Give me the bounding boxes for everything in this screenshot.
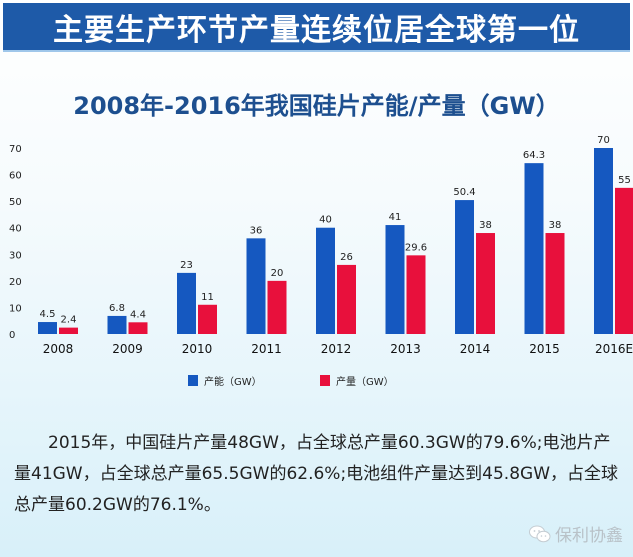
- wechat-icon: [529, 525, 551, 542]
- bar-output-2012: [337, 264, 356, 334]
- data-label: 64.3: [523, 150, 545, 161]
- bar-capacity-2014: [455, 200, 474, 334]
- data-label: 55: [618, 175, 631, 186]
- x-tick-label: 2010: [182, 342, 213, 356]
- x-tick-label: 2009: [112, 342, 143, 356]
- x-tick-label: 2008: [43, 342, 74, 356]
- data-label: 70: [597, 135, 610, 146]
- x-axis: 2008 2009 2010 2011 2012 2013 2014 2015 2016E: [43, 342, 633, 356]
- x-tick-label: 2013: [390, 342, 421, 356]
- data-label: 50.4: [453, 187, 475, 198]
- legend-item-output: 产量（GW）: [320, 373, 394, 388]
- bar-capacity-2012: [316, 227, 335, 334]
- x-tick-label: 2014: [460, 342, 491, 356]
- bar-output-2016E: [615, 187, 633, 334]
- legend-swatch-capacity: [188, 375, 198, 386]
- data-label: 26: [340, 252, 353, 263]
- watermark: 保利协鑫: [529, 521, 623, 546]
- bar-capacity-2013: [385, 225, 405, 334]
- y-tick-label: 20: [9, 277, 22, 288]
- bar-output-2015: [545, 233, 565, 334]
- y-axis: 0 10 20 30 40 50 60 70: [9, 144, 22, 341]
- data-label: 23: [180, 260, 193, 271]
- bar-output-2008: [59, 327, 78, 334]
- y-tick-label: 70: [9, 144, 22, 155]
- data-label: 11: [201, 292, 214, 303]
- x-tick-label: 2015: [529, 342, 560, 356]
- bar-capacity-2009: [107, 315, 127, 334]
- bar-capacity-2015: [524, 163, 544, 334]
- data-label: 6.8: [109, 303, 125, 314]
- chart-legend: 产能（GW） 产量（GW）: [0, 373, 633, 389]
- y-tick-label: 30: [9, 250, 22, 261]
- bar-chart: 0 10 20 30 40 50 60 70 4.5 2.4 6.8 4.4 23 11 36 20 40 26…: [9, 135, 633, 356]
- legend-swatch-output: [320, 375, 330, 386]
- data-label: 41: [389, 212, 402, 223]
- bar-capacity-2011: [246, 238, 266, 334]
- header-banner: 主要生产环节产量连续位居全球第一位: [3, 3, 630, 52]
- x-tick-label: 2016E: [595, 342, 633, 356]
- y-tick-label: 50: [9, 197, 22, 208]
- legend-label-output: 产量（GW）: [336, 377, 394, 388]
- data-label: 38: [479, 220, 492, 231]
- bar-output-2013: [406, 255, 426, 334]
- bar-output-2014: [476, 233, 495, 334]
- watermark-text: 保利协鑫: [555, 526, 623, 546]
- data-label: 29.6: [405, 242, 427, 253]
- data-label: 4.4: [130, 309, 146, 320]
- bar-output-2011: [267, 280, 287, 334]
- legend-label-capacity: 产能（GW）: [204, 377, 262, 388]
- y-tick-label: 40: [9, 224, 22, 235]
- y-tick-label: 10: [9, 303, 22, 314]
- summary-paragraph: 2015年，中国硅片产量48GW，占全球总产量60.3GW的79.6%;电池片产…: [14, 428, 626, 521]
- data-label: 2.4: [61, 315, 77, 326]
- y-tick-label: 60: [9, 171, 22, 182]
- chart-title: 2008年-2016年我国硅片产能/产量（GW）: [73, 92, 560, 120]
- bar-output-2009: [128, 322, 148, 334]
- data-label: 4.5: [40, 309, 56, 320]
- summary-text: 2015年，中国硅片产量48GW，占全球总产量60.3GW的79.6%;电池片产…: [14, 433, 619, 515]
- bars: [38, 148, 633, 334]
- data-label: 36: [250, 225, 263, 236]
- bar-capacity-2010: [177, 272, 196, 334]
- x-tick-label: 2012: [321, 342, 352, 356]
- legend-item-capacity: 产能（GW）: [188, 373, 262, 388]
- y-tick-label: 0: [9, 330, 15, 341]
- bar-output-2010: [198, 304, 217, 334]
- bar-capacity-2016E: [594, 148, 613, 334]
- data-labels: 4.5 2.4 6.8 4.4 23 11 36 20 40 26 41 29.6 50.4 38 64.3…: [40, 135, 631, 326]
- x-tick-label: 2011: [251, 342, 282, 356]
- data-label: 20: [271, 268, 284, 279]
- data-label: 38: [549, 220, 562, 231]
- banner-title: 主要生产环节产量连续位居全球第一位: [53, 12, 580, 48]
- bar-capacity-2008: [38, 322, 57, 334]
- data-label: 40: [319, 215, 332, 226]
